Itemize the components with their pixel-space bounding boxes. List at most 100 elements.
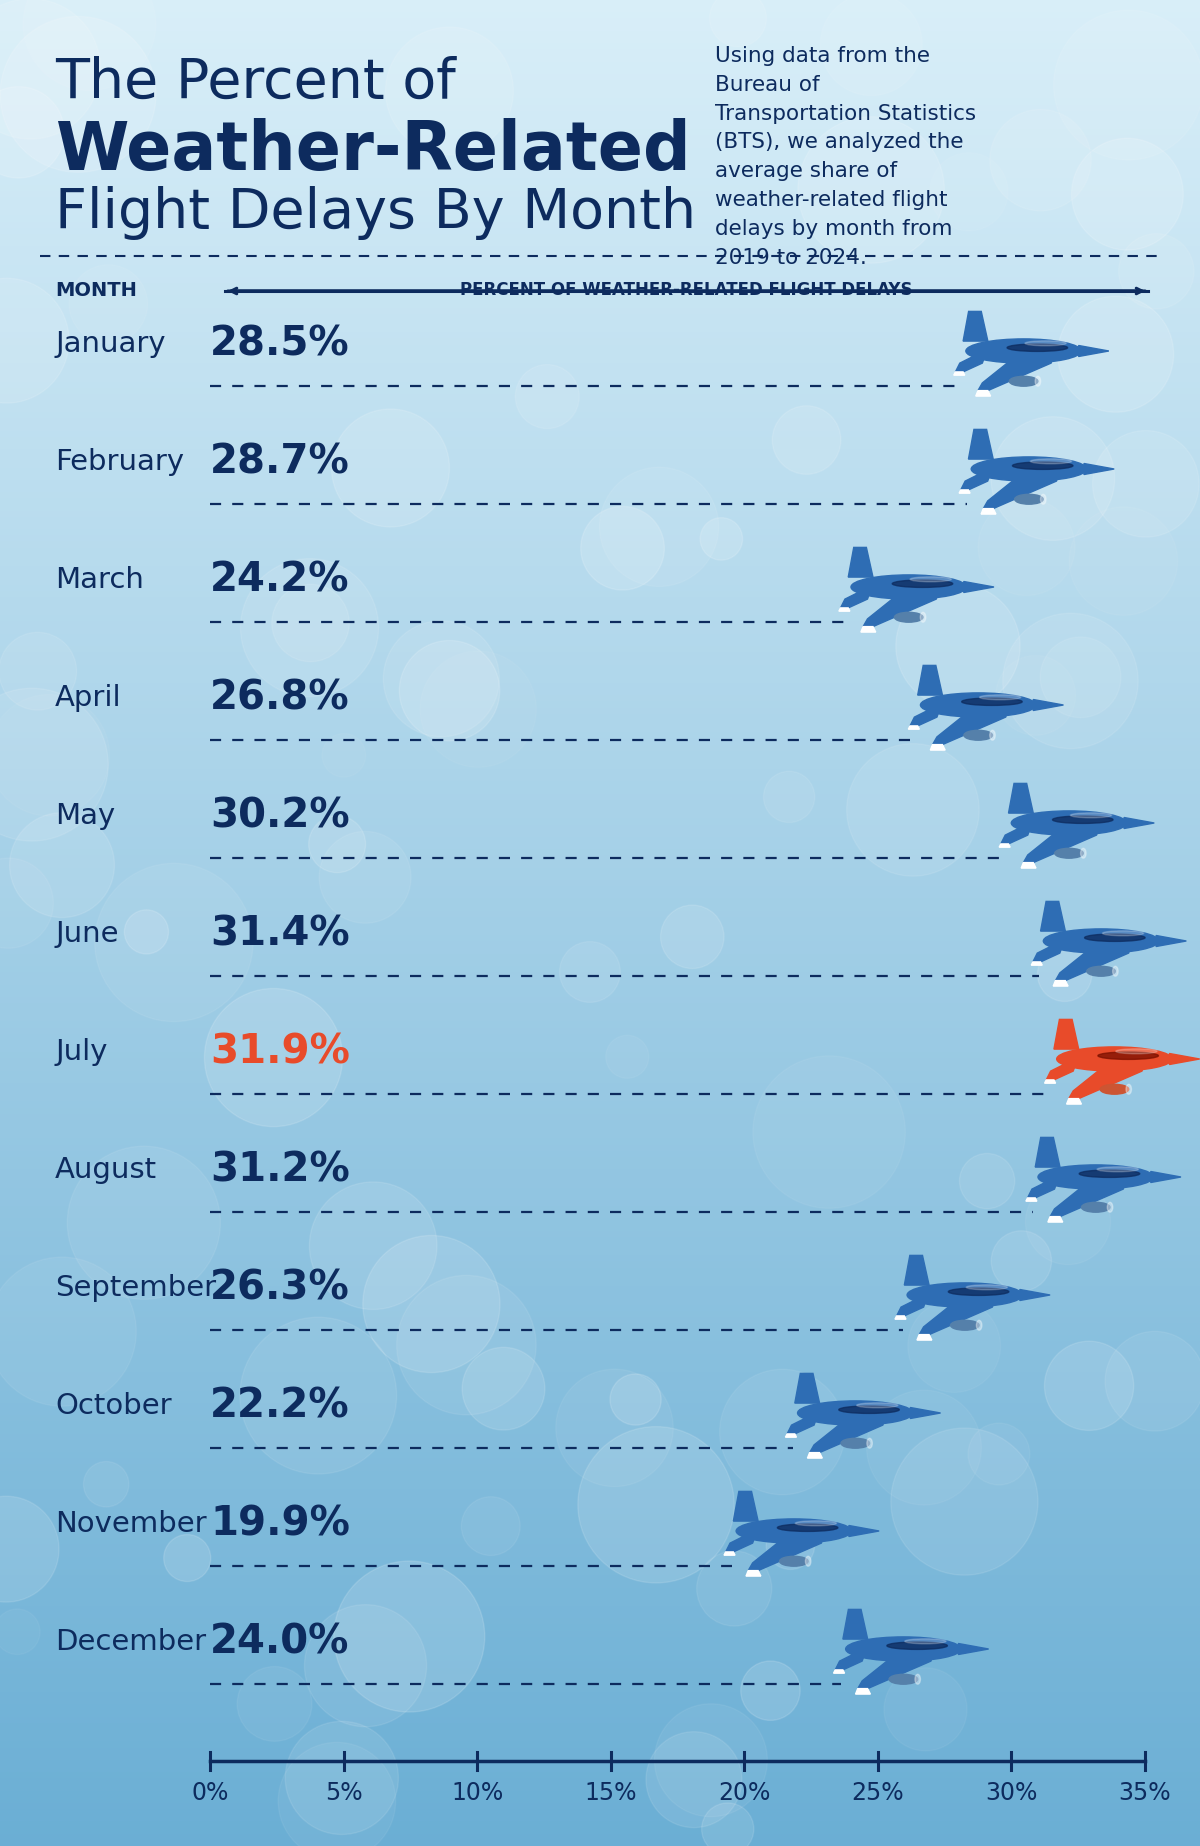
Polygon shape — [1054, 1019, 1079, 1049]
Ellipse shape — [1052, 816, 1114, 823]
Polygon shape — [746, 1571, 761, 1576]
Bar — [0, 142, 1200, 148]
Circle shape — [362, 1235, 500, 1373]
Bar — [0, 1767, 1200, 1772]
Bar — [0, 615, 1200, 622]
Circle shape — [334, 1562, 485, 1711]
Bar — [0, 1477, 1200, 1482]
Text: 31.2%: 31.2% — [210, 1150, 349, 1191]
Bar — [0, 356, 1200, 364]
Bar — [0, 1582, 1200, 1588]
Polygon shape — [786, 1434, 797, 1438]
Bar — [0, 485, 1200, 493]
Circle shape — [752, 1056, 905, 1209]
Bar — [0, 1791, 1200, 1796]
Bar — [0, 899, 1200, 905]
Bar — [0, 997, 1200, 1002]
Ellipse shape — [1098, 1052, 1158, 1060]
Circle shape — [125, 910, 168, 954]
Circle shape — [1057, 295, 1174, 412]
Polygon shape — [860, 626, 876, 631]
Polygon shape — [976, 391, 991, 397]
Bar — [0, 393, 1200, 401]
Bar — [0, 1379, 1200, 1384]
Bar — [0, 554, 1200, 559]
Ellipse shape — [1081, 1202, 1110, 1213]
Bar — [0, 862, 1200, 868]
Bar — [0, 929, 1200, 936]
Ellipse shape — [887, 1641, 947, 1650]
Bar — [0, 1181, 1200, 1187]
Bar — [0, 74, 1200, 79]
Ellipse shape — [1097, 1167, 1139, 1172]
Bar — [0, 1458, 1200, 1464]
Bar — [0, 522, 1200, 530]
Bar — [0, 991, 1200, 997]
Bar — [0, 960, 1200, 965]
Bar — [0, 1213, 1200, 1218]
Circle shape — [991, 1231, 1051, 1290]
Circle shape — [884, 1667, 967, 1750]
Ellipse shape — [893, 580, 953, 587]
Bar — [0, 31, 1200, 37]
Bar — [0, 1250, 1200, 1255]
Bar — [0, 425, 1200, 430]
Bar — [0, 1804, 1200, 1809]
Circle shape — [515, 364, 580, 428]
Text: 24.2%: 24.2% — [210, 559, 349, 600]
Circle shape — [702, 1804, 754, 1846]
Polygon shape — [895, 1316, 906, 1320]
Circle shape — [968, 1423, 1030, 1484]
Ellipse shape — [979, 694, 1021, 700]
Bar — [0, 665, 1200, 670]
Circle shape — [896, 583, 1020, 709]
Bar — [0, 511, 1200, 517]
Ellipse shape — [894, 613, 923, 622]
Bar — [0, 1685, 1200, 1693]
Bar — [0, 1194, 1200, 1200]
Circle shape — [978, 498, 1075, 596]
Circle shape — [67, 1146, 221, 1300]
Ellipse shape — [920, 613, 925, 622]
Polygon shape — [810, 1418, 886, 1453]
Bar — [0, 1717, 1200, 1722]
Bar — [0, 430, 1200, 438]
Bar — [0, 1551, 1200, 1556]
Polygon shape — [840, 591, 870, 607]
Text: 30%: 30% — [985, 1781, 1038, 1805]
Circle shape — [766, 1521, 815, 1569]
Bar — [0, 332, 1200, 338]
Circle shape — [305, 1604, 426, 1726]
Polygon shape — [856, 1689, 870, 1695]
Ellipse shape — [1007, 343, 1068, 351]
Polygon shape — [1151, 1172, 1181, 1183]
Circle shape — [930, 153, 1008, 231]
Circle shape — [960, 1154, 1015, 1209]
Bar — [0, 1324, 1200, 1329]
Bar — [0, 799, 1200, 807]
Text: Flight Delays By Month: Flight Delays By Month — [55, 186, 696, 240]
Bar — [0, 1076, 1200, 1084]
Bar — [0, 1564, 1200, 1569]
Bar — [0, 1316, 1200, 1324]
Bar — [0, 1440, 1200, 1445]
Bar — [0, 1785, 1200, 1791]
Bar — [0, 881, 1200, 886]
Ellipse shape — [857, 1403, 898, 1408]
Bar — [0, 1501, 1200, 1508]
Ellipse shape — [798, 1401, 913, 1425]
Polygon shape — [1031, 962, 1043, 965]
Bar — [0, 762, 1200, 770]
Bar — [0, 757, 1200, 762]
Bar — [0, 166, 1200, 172]
Circle shape — [461, 1497, 520, 1556]
Ellipse shape — [1025, 342, 1067, 345]
Bar — [0, 591, 1200, 596]
Bar — [0, 1754, 1200, 1759]
Polygon shape — [1020, 1290, 1050, 1300]
Ellipse shape — [1103, 930, 1144, 936]
Circle shape — [308, 816, 366, 873]
Circle shape — [286, 1720, 398, 1835]
Polygon shape — [964, 312, 988, 342]
Circle shape — [0, 689, 108, 842]
